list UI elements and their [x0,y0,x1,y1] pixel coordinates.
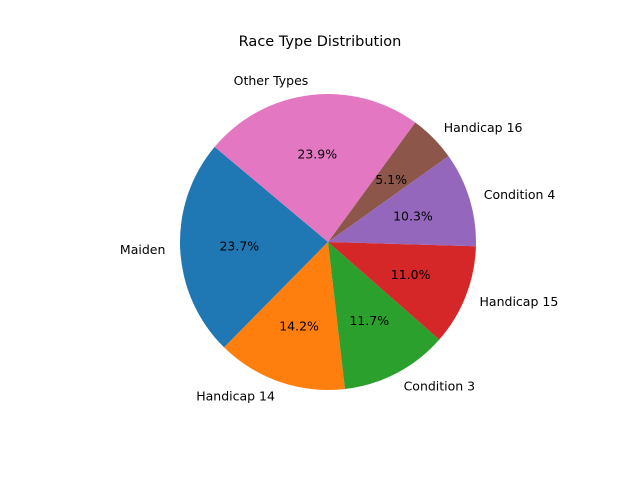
pie-category-label-handicap-15: Handicap 15 [480,294,559,309]
pie-pct-label-maiden: 23.7% [219,239,259,254]
chart-title: Race Type Distribution [238,34,402,50]
pie-slice-maiden [179,146,328,348]
pie-pct-label-other-types: 23.9% [297,146,337,161]
pie-pct-label-handicap-14: 14.2% [279,318,319,333]
pie-category-label-condition-3: Condition 3 [404,379,476,394]
pie-slice-handicap-16 [328,122,449,242]
pie-slice-condition-3 [328,242,440,390]
pie-pct-label-condition-4: 10.3% [393,209,433,224]
pie-slice-handicap-14 [224,242,345,391]
pie-slice-condition-4 [328,156,476,247]
pie-category-label-other-types: Other Types [234,73,309,88]
pie-category-label-handicap-16: Handicap 16 [444,120,523,135]
pie-category-label-handicap-14: Handicap 14 [196,388,275,403]
pie-slice-handicap-15 [328,242,476,340]
pie-pct-label-condition-3: 11.7% [349,313,389,328]
pie-category-label-maiden: Maiden [120,242,165,257]
pie-pct-label-handicap-15: 11.0% [391,267,431,282]
pie-pct-label-handicap-16: 5.1% [375,172,407,187]
pie-category-label-condition-4: Condition 4 [484,187,556,202]
pie-slice-other-types [214,93,416,242]
